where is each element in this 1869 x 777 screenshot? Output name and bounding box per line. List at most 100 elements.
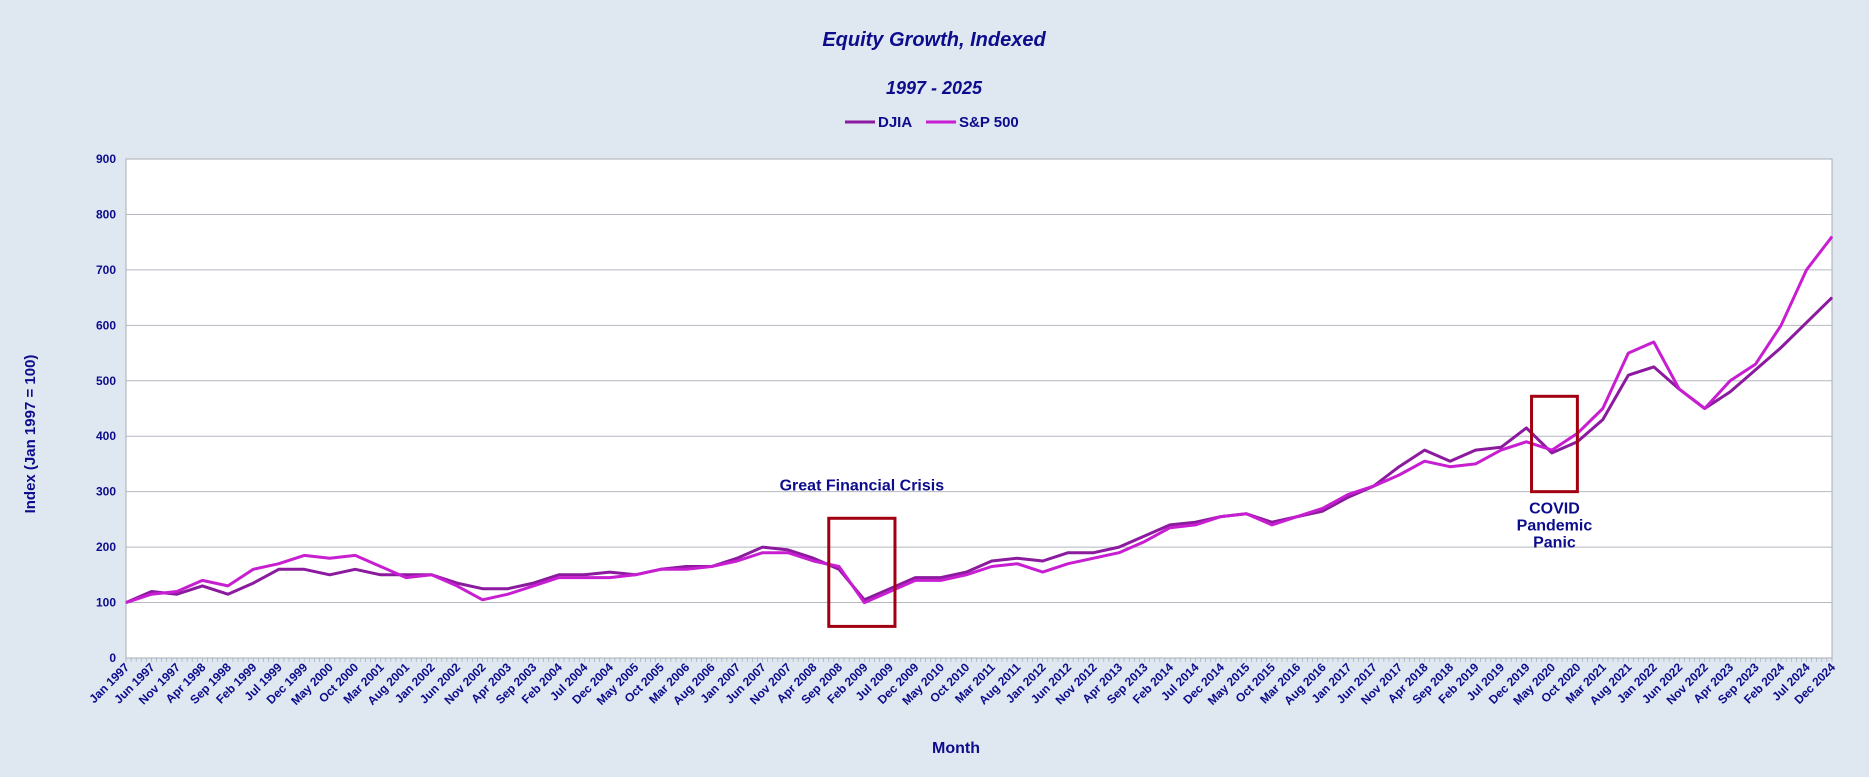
- data-point: [940, 579, 942, 581]
- data-point: [1500, 449, 1502, 451]
- data-point: [1755, 369, 1757, 371]
- data-point: [863, 602, 865, 604]
- data-point: [151, 591, 152, 592]
- data-point: [456, 582, 458, 584]
- data-point: [889, 591, 891, 592]
- data-point: [1831, 236, 1833, 238]
- data-point: [482, 588, 483, 590]
- data-point: [1653, 341, 1655, 343]
- data-point: [1347, 496, 1349, 498]
- data-point: [354, 568, 356, 570]
- data-point: [1806, 322, 1807, 324]
- plot-area: [125, 158, 1833, 659]
- data-point: [176, 591, 178, 592]
- data-point: [609, 571, 611, 573]
- y-tick-label: 400: [96, 429, 116, 443]
- data-point: [1449, 460, 1451, 462]
- data-point: [558, 574, 560, 576]
- data-point: [354, 554, 356, 556]
- data-point: [507, 593, 509, 595]
- data-point: [787, 552, 789, 554]
- data-point: [1398, 466, 1400, 468]
- data-point: [1296, 516, 1298, 518]
- data-point: [685, 568, 687, 570]
- data-point: [1194, 524, 1196, 526]
- data-point: [405, 574, 407, 576]
- legend-label-djia: DJIA: [878, 114, 912, 131]
- data-point: [252, 582, 254, 584]
- data-point: [405, 577, 407, 579]
- y-tick-label: 800: [96, 207, 116, 221]
- data-point: [1169, 527, 1171, 529]
- data-point: [380, 574, 382, 576]
- data-point: [1144, 541, 1145, 543]
- y-tick-label: 900: [96, 152, 116, 166]
- data-point: [762, 546, 764, 548]
- data-point: [991, 560, 993, 562]
- data-point: [813, 560, 814, 562]
- data-point: [583, 574, 585, 576]
- legend-label-sp500: S&P 500: [959, 114, 1019, 131]
- data-point: [1220, 516, 1222, 518]
- gridlines: [126, 213, 1832, 604]
- data-point: [1602, 419, 1604, 421]
- data-point: [838, 566, 840, 567]
- annotation-box: [827, 516, 897, 628]
- data-point: [1042, 560, 1044, 562]
- data-point: [1551, 449, 1553, 451]
- data-point: [914, 577, 916, 579]
- data-point: [965, 571, 967, 573]
- data-point: [1551, 452, 1553, 454]
- legend: DJIA S&P 500: [845, 114, 1019, 131]
- data-point: [1016, 557, 1018, 559]
- data-point: [991, 566, 993, 567]
- data-point: [787, 549, 789, 551]
- y-tick-label: 100: [96, 596, 116, 610]
- data-point: [1653, 366, 1655, 368]
- data-point: [736, 557, 738, 559]
- data-point: [634, 574, 636, 576]
- data-point: [685, 566, 687, 567]
- data-point: [762, 552, 764, 554]
- data-point: [1271, 521, 1273, 523]
- data-point: [176, 593, 178, 595]
- data-point: [252, 568, 254, 570]
- data-point: [1373, 485, 1375, 487]
- data-point: [1780, 324, 1782, 326]
- data-point: [125, 602, 127, 604]
- data-point: [813, 557, 814, 559]
- data-point: [1042, 571, 1044, 573]
- series-layer: [125, 235, 1834, 605]
- data-point: [1602, 408, 1604, 409]
- chart-title: Equity Growth, Indexed: [822, 29, 1046, 51]
- data-point: [1678, 388, 1680, 390]
- data-point: [1016, 563, 1018, 565]
- data-point: [1169, 524, 1171, 526]
- data-point: [1525, 441, 1527, 443]
- data-point: [1704, 408, 1706, 409]
- data-point: [329, 557, 331, 559]
- data-point: [1118, 546, 1120, 548]
- data-point: [1322, 507, 1324, 509]
- y-tick-label: 600: [96, 318, 116, 332]
- data-point: [1729, 380, 1731, 382]
- data-point: [1271, 524, 1273, 526]
- y-axis-ticks: 0 100 200 300 400 500 600 700 800 900: [96, 152, 116, 665]
- data-point: [1194, 521, 1196, 523]
- data-point: [609, 577, 611, 579]
- data-point: [1525, 427, 1527, 429]
- data-point: [227, 585, 229, 587]
- series-line-sp500: [125, 235, 1834, 605]
- data-point: [1780, 347, 1782, 348]
- data-point: [532, 582, 534, 584]
- data-point: [1424, 460, 1426, 462]
- data-point: [940, 577, 942, 579]
- y-axis-label: Index (Jan 1997 = 100): [22, 355, 39, 514]
- data-point: [456, 585, 458, 587]
- data-point: [914, 579, 916, 581]
- y-tick-label: 200: [96, 540, 116, 554]
